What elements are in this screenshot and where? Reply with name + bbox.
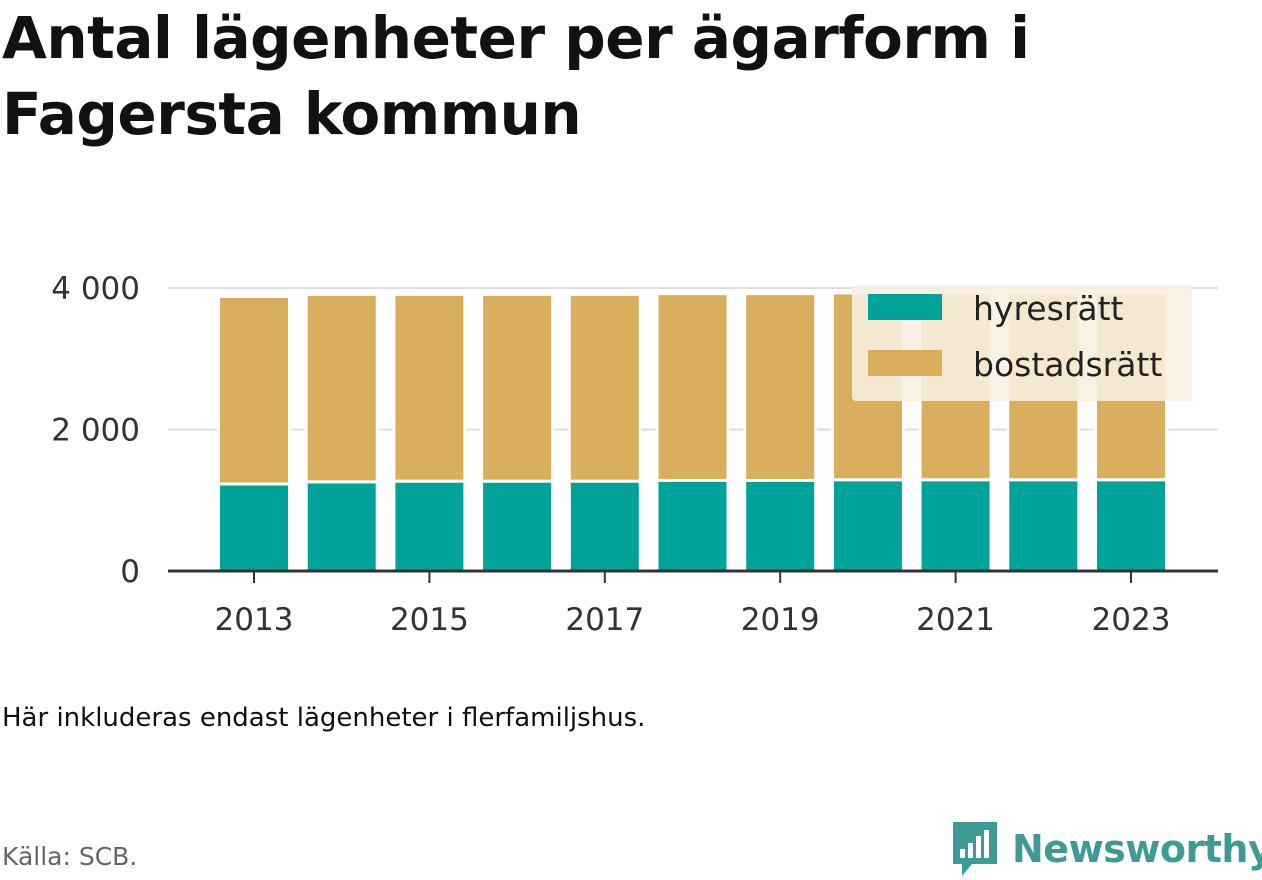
bar-hyresratt-2014	[304, 480, 379, 573]
bar-hyresratt-2019	[743, 478, 818, 573]
bar-hyresratt-2013	[217, 482, 291, 573]
bar-hyresratt-2020	[830, 478, 905, 573]
source-text: Källa: SCB.	[2, 842, 138, 871]
bar-hyresratt-2017	[567, 479, 642, 573]
bar-bostadsratt-2015	[392, 292, 467, 483]
x-tick-label: 2015	[390, 602, 469, 638]
newsworthy-logo-icon	[953, 822, 997, 876]
chart-title: Antal lägenheter per ägarform i Fagersta…	[2, 4, 1030, 148]
bar-hyresratt-2016	[480, 479, 555, 573]
bar-bostadsratt-2013	[217, 294, 291, 486]
y-tick-label: 2 000	[51, 413, 140, 449]
legend-swatch-hyresratt	[868, 294, 942, 320]
x-tick-label: 2017	[565, 602, 644, 638]
chart-note: Här inkluderas endast lägenheter i flerf…	[2, 703, 646, 733]
y-tick-label: 0	[120, 554, 140, 590]
y-axis: 0 2 000 4 000	[51, 271, 140, 590]
bar-hyresratt-2021	[918, 478, 993, 573]
x-tick-label: 2021	[916, 602, 995, 638]
bar-hyresratt-2018	[655, 478, 730, 573]
bar-bostadsratt-2017	[567, 292, 642, 483]
bar-bostadsratt-2014	[304, 292, 379, 484]
bar-hyresratt-2023	[1094, 478, 1168, 573]
x-tick-label: 2019	[741, 602, 820, 638]
legend-swatch-bostadsratt	[868, 350, 942, 376]
bar-bostadsratt-2019	[743, 292, 818, 482]
bar-hyresratt-2015	[392, 479, 467, 573]
bar-bostadsratt-2018	[655, 292, 730, 482]
legend-label-hyresratt: hyresrätt	[973, 289, 1124, 328]
x-axis: 2013 2015 2017 2019 2021 2023	[168, 569, 1218, 638]
x-tick-label: 2023	[1092, 602, 1171, 638]
legend: hyresrätt bostadsrätt	[852, 285, 1192, 401]
y-tick-label: 4 000	[51, 271, 140, 307]
bar-bostadsratt-2016	[480, 292, 555, 483]
brand-logo: Newsworthy	[950, 818, 1262, 880]
legend-label-bostadsratt: bostadsrätt	[973, 345, 1162, 384]
brand-name: Newsworthy	[1012, 827, 1262, 871]
x-tick-label: 2013	[215, 602, 294, 638]
bar-hyresratt-2022	[1006, 478, 1081, 573]
